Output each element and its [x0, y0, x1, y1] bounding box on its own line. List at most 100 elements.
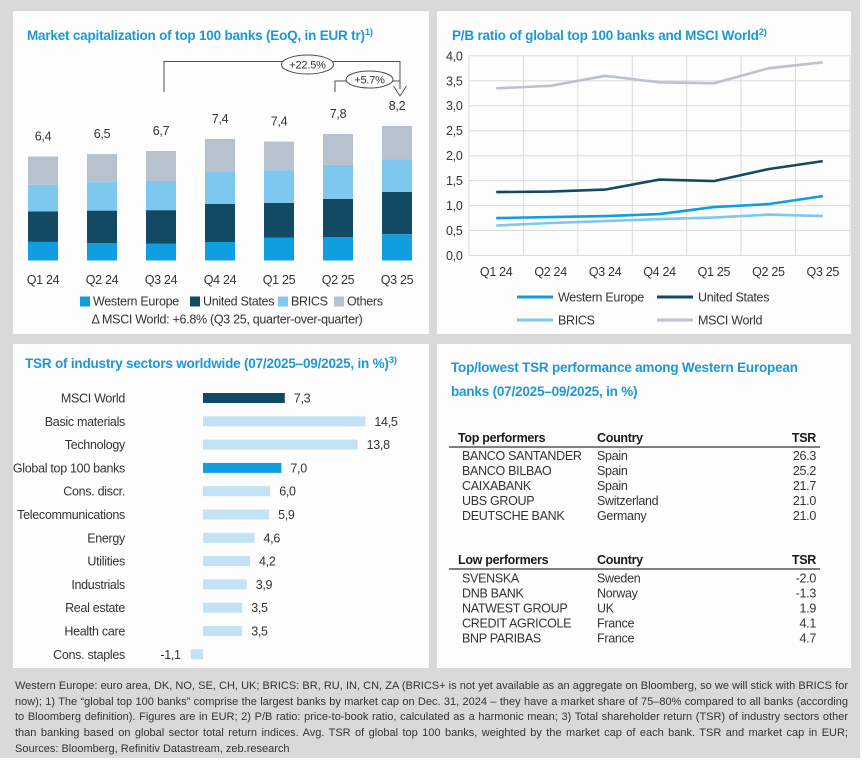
svg-text:7,8: 7,8 [330, 107, 347, 121]
svg-text:P/B ratio of global top 100 ba: P/B ratio of global top 100 banks and MS… [452, 27, 767, 43]
svg-text:BRICS: BRICS [291, 295, 328, 309]
svg-text:-2.0: -2.0 [796, 572, 817, 586]
svg-text:Q2 25: Q2 25 [322, 273, 355, 287]
svg-text:1.9: 1.9 [800, 602, 817, 616]
svg-text:Energy: Energy [87, 531, 126, 545]
svg-text:UBS GROUP: UBS GROUP [462, 494, 534, 508]
svg-text:Country: Country [597, 553, 643, 567]
svg-text:4.7: 4.7 [800, 632, 817, 646]
svg-text:BRICS: BRICS [558, 314, 595, 328]
svg-text:Norway: Norway [597, 587, 639, 601]
svg-text:Spain: Spain [597, 449, 628, 463]
svg-text:7,4: 7,4 [271, 115, 288, 129]
svg-text:Western Europe: Western Europe [558, 291, 644, 305]
svg-text:Telecommunications: Telecommunications [17, 508, 125, 522]
svg-text:United States: United States [203, 295, 274, 309]
svg-text:26.3: 26.3 [793, 449, 816, 463]
svg-text:Q2 24: Q2 24 [534, 265, 567, 279]
svg-text:3,9: 3,9 [256, 578, 273, 592]
svg-text:Q1 25: Q1 25 [698, 265, 731, 279]
svg-text:3,5: 3,5 [251, 601, 268, 615]
svg-text:NATWEST GROUP: NATWEST GROUP [462, 602, 567, 616]
svg-text:+22.5%: +22.5% [289, 60, 326, 72]
svg-text:DNB BANK: DNB BANK [462, 587, 524, 601]
svg-text:4,0: 4,0 [446, 49, 463, 63]
svg-text:Q3 25: Q3 25 [807, 265, 840, 279]
svg-text:CAIXABANK: CAIXABANK [462, 479, 532, 493]
svg-text:3,0: 3,0 [446, 99, 463, 113]
svg-text:BANCO SANTANDER: BANCO SANTANDER [462, 449, 582, 463]
svg-text:TSR: TSR [792, 553, 816, 567]
svg-text:2,5: 2,5 [446, 124, 463, 138]
svg-text:6,0: 6,0 [279, 485, 296, 499]
svg-text:BNP PARIBAS: BNP PARIBAS [462, 632, 541, 646]
svg-text:Q1 25: Q1 25 [263, 273, 296, 287]
svg-text:+5.7%: +5.7% [354, 75, 385, 87]
svg-text:2,0: 2,0 [446, 149, 463, 163]
svg-text:25.2: 25.2 [793, 464, 816, 478]
svg-text:13,8: 13,8 [367, 438, 390, 452]
svg-text:France: France [597, 632, 634, 646]
svg-text:Spain: Spain [597, 464, 628, 478]
svg-text:UK: UK [597, 602, 615, 616]
svg-text:Global top 100 banks: Global top 100 banks [13, 461, 125, 475]
svg-text:4,2: 4,2 [259, 555, 276, 569]
svg-text:21.0: 21.0 [793, 509, 816, 523]
svg-text:BANCO BILBAO: BANCO BILBAO [462, 464, 552, 478]
svg-text:Market capitalization of top 1: Market capitalization of top 100 banks (… [27, 27, 373, 43]
svg-text:Spain: Spain [597, 479, 628, 493]
svg-text:21.0: 21.0 [793, 494, 816, 508]
svg-text:-1.3: -1.3 [796, 587, 817, 601]
svg-text:CREDIT AGRICOLE: CREDIT AGRICOLE [462, 617, 571, 631]
svg-text:Q3 25: Q3 25 [381, 273, 414, 287]
svg-text:7,4: 7,4 [212, 112, 229, 126]
svg-text:Q3 24: Q3 24 [589, 265, 622, 279]
svg-text:1,5: 1,5 [446, 174, 463, 188]
svg-text:14,5: 14,5 [374, 415, 397, 429]
svg-text:-1,1: -1,1 [160, 648, 181, 662]
svg-text:1,0: 1,0 [446, 199, 463, 213]
svg-text:6,5: 6,5 [94, 127, 111, 141]
svg-text:Top/lowest TSR performance amo: Top/lowest TSR performance among Western… [451, 360, 798, 375]
svg-text:4,6: 4,6 [264, 531, 281, 545]
svg-text:6,7: 6,7 [153, 124, 170, 138]
svg-text:MSCI World: MSCI World [61, 392, 125, 406]
svg-text:5,9: 5,9 [278, 508, 295, 522]
svg-text:Q2 25: Q2 25 [752, 265, 785, 279]
svg-text:Q4 24: Q4 24 [643, 265, 676, 279]
svg-text:21.7: 21.7 [793, 479, 816, 493]
svg-text:7,3: 7,3 [294, 392, 311, 406]
svg-text:Q3 24: Q3 24 [145, 273, 178, 287]
svg-text:3,5: 3,5 [446, 74, 463, 88]
svg-text:Switzerland: Switzerland [597, 494, 659, 508]
svg-text:Q2 24: Q2 24 [86, 273, 119, 287]
svg-text:Q1 24: Q1 24 [480, 265, 513, 279]
svg-text:Cons. discr.: Cons. discr. [63, 485, 125, 499]
svg-text:TSR: TSR [792, 431, 816, 445]
svg-text:7,0: 7,0 [290, 461, 307, 475]
svg-text:Q4 24: Q4 24 [204, 273, 237, 287]
svg-text:TSR of industry sectors worldw: TSR of industry sectors worldwide (07/20… [25, 355, 397, 371]
svg-text:Industrials: Industrials [71, 578, 125, 592]
svg-text:Q1 24: Q1 24 [27, 273, 60, 287]
svg-text:France: France [597, 617, 634, 631]
svg-text:United States: United States [698, 291, 769, 305]
svg-text:Sweden: Sweden [597, 572, 641, 586]
svg-text:MSCI World: MSCI World [698, 314, 762, 328]
svg-text:0,5: 0,5 [446, 224, 463, 238]
svg-text:Technology: Technology [65, 438, 126, 452]
svg-text:4.1: 4.1 [800, 617, 817, 631]
svg-text:0,0: 0,0 [446, 249, 463, 263]
svg-text:Top performers: Top performers [458, 431, 546, 445]
svg-text:Others: Others [347, 295, 383, 309]
svg-text:Cons. staples: Cons. staples [53, 648, 125, 662]
svg-text:Western Europe: Western Europe [93, 295, 179, 309]
svg-text:banks (07/2025–09/2025, in %): banks (07/2025–09/2025, in %) [451, 384, 637, 399]
svg-text:DEUTSCHE BANK: DEUTSCHE BANK [462, 509, 565, 523]
svg-text:6,4: 6,4 [35, 130, 52, 144]
svg-text:Real estate: Real estate [65, 601, 125, 615]
svg-text:Health care: Health care [64, 625, 125, 639]
svg-text:Basic materials: Basic materials [45, 415, 125, 429]
svg-text:8,2: 8,2 [389, 99, 406, 113]
svg-text:Utilities: Utilities [87, 555, 125, 569]
